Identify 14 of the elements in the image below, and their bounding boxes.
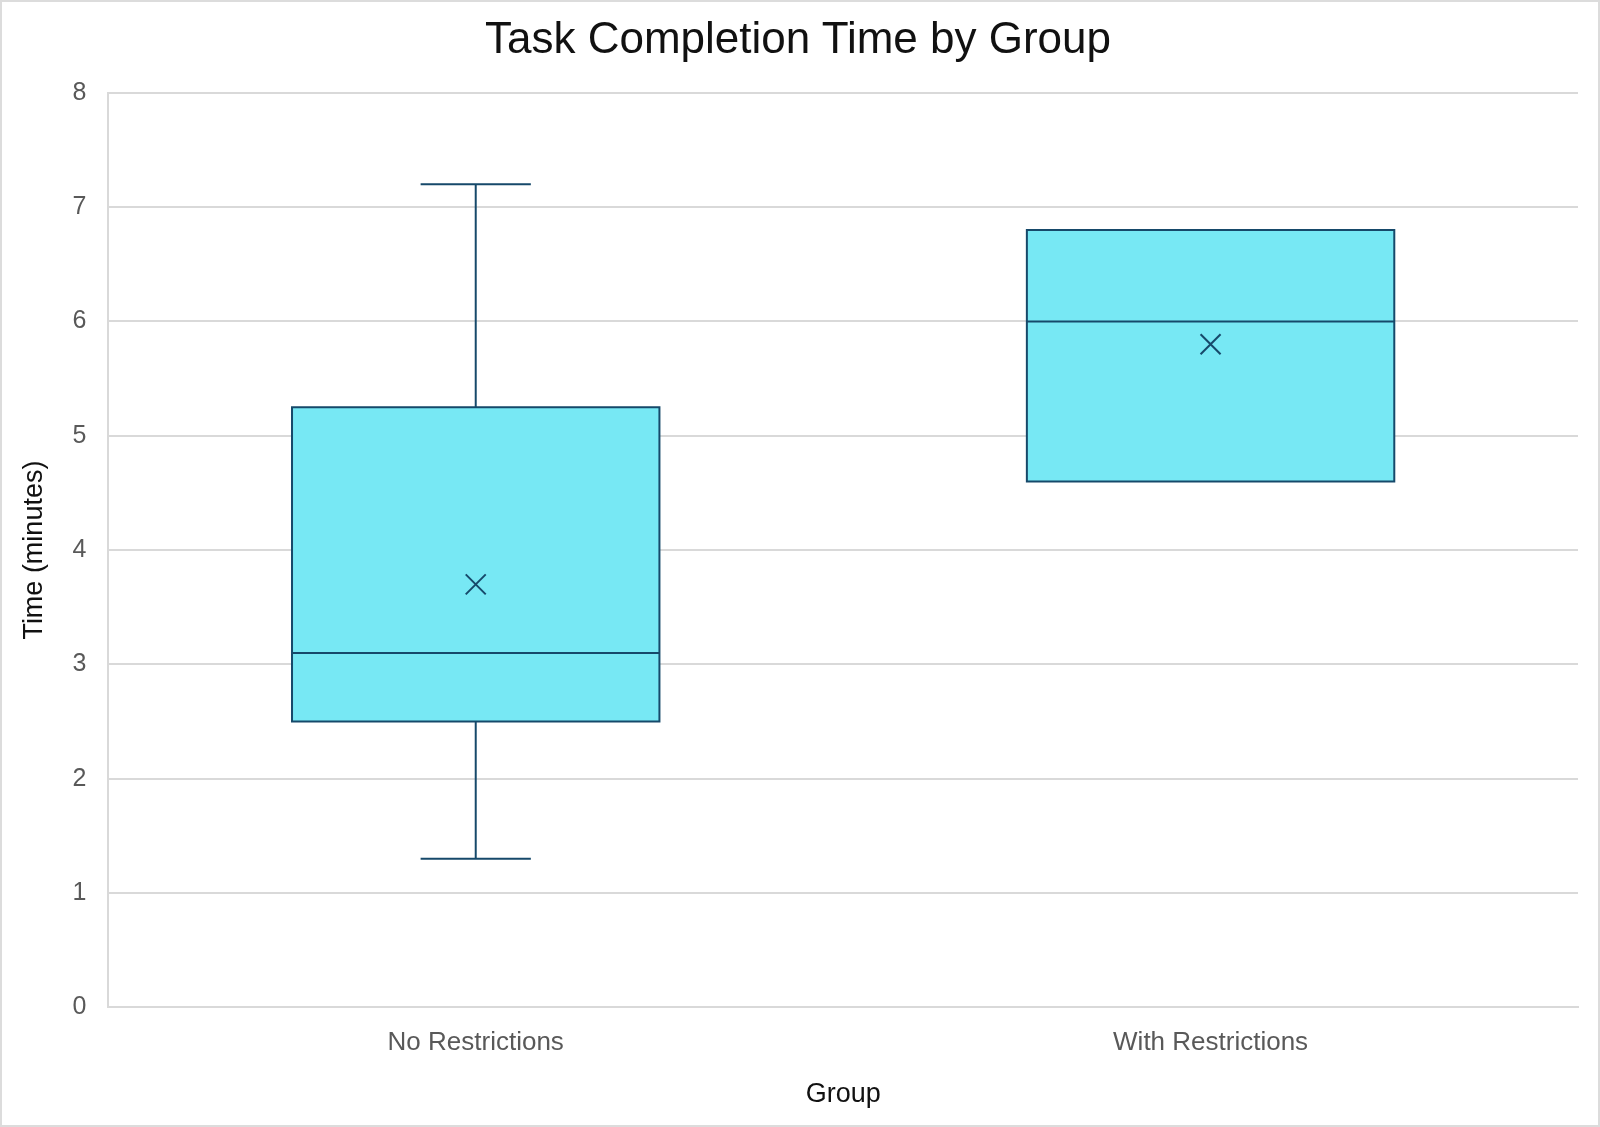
- x-axis-title: Group: [805, 1078, 881, 1109]
- x-tick-label: No Restrictions: [387, 1026, 564, 1057]
- y-tick-label: 5: [72, 419, 87, 448]
- y-axis-title: Time (minutes): [17, 460, 48, 640]
- y-tick-label: 6: [72, 305, 87, 334]
- y-tick-label: 8: [72, 76, 87, 105]
- y-tick-label: 4: [72, 533, 87, 562]
- y-tick-label: 2: [72, 762, 87, 791]
- y-tick-label: 7: [72, 191, 87, 220]
- x-tick-label: With Restrictions: [1113, 1026, 1309, 1057]
- chart-title: Task Completion Time by Group: [484, 12, 1112, 62]
- y-tick-label: 1: [72, 876, 87, 905]
- y-tick-label: 0: [72, 991, 87, 1020]
- y-tick-label: 3: [72, 648, 87, 677]
